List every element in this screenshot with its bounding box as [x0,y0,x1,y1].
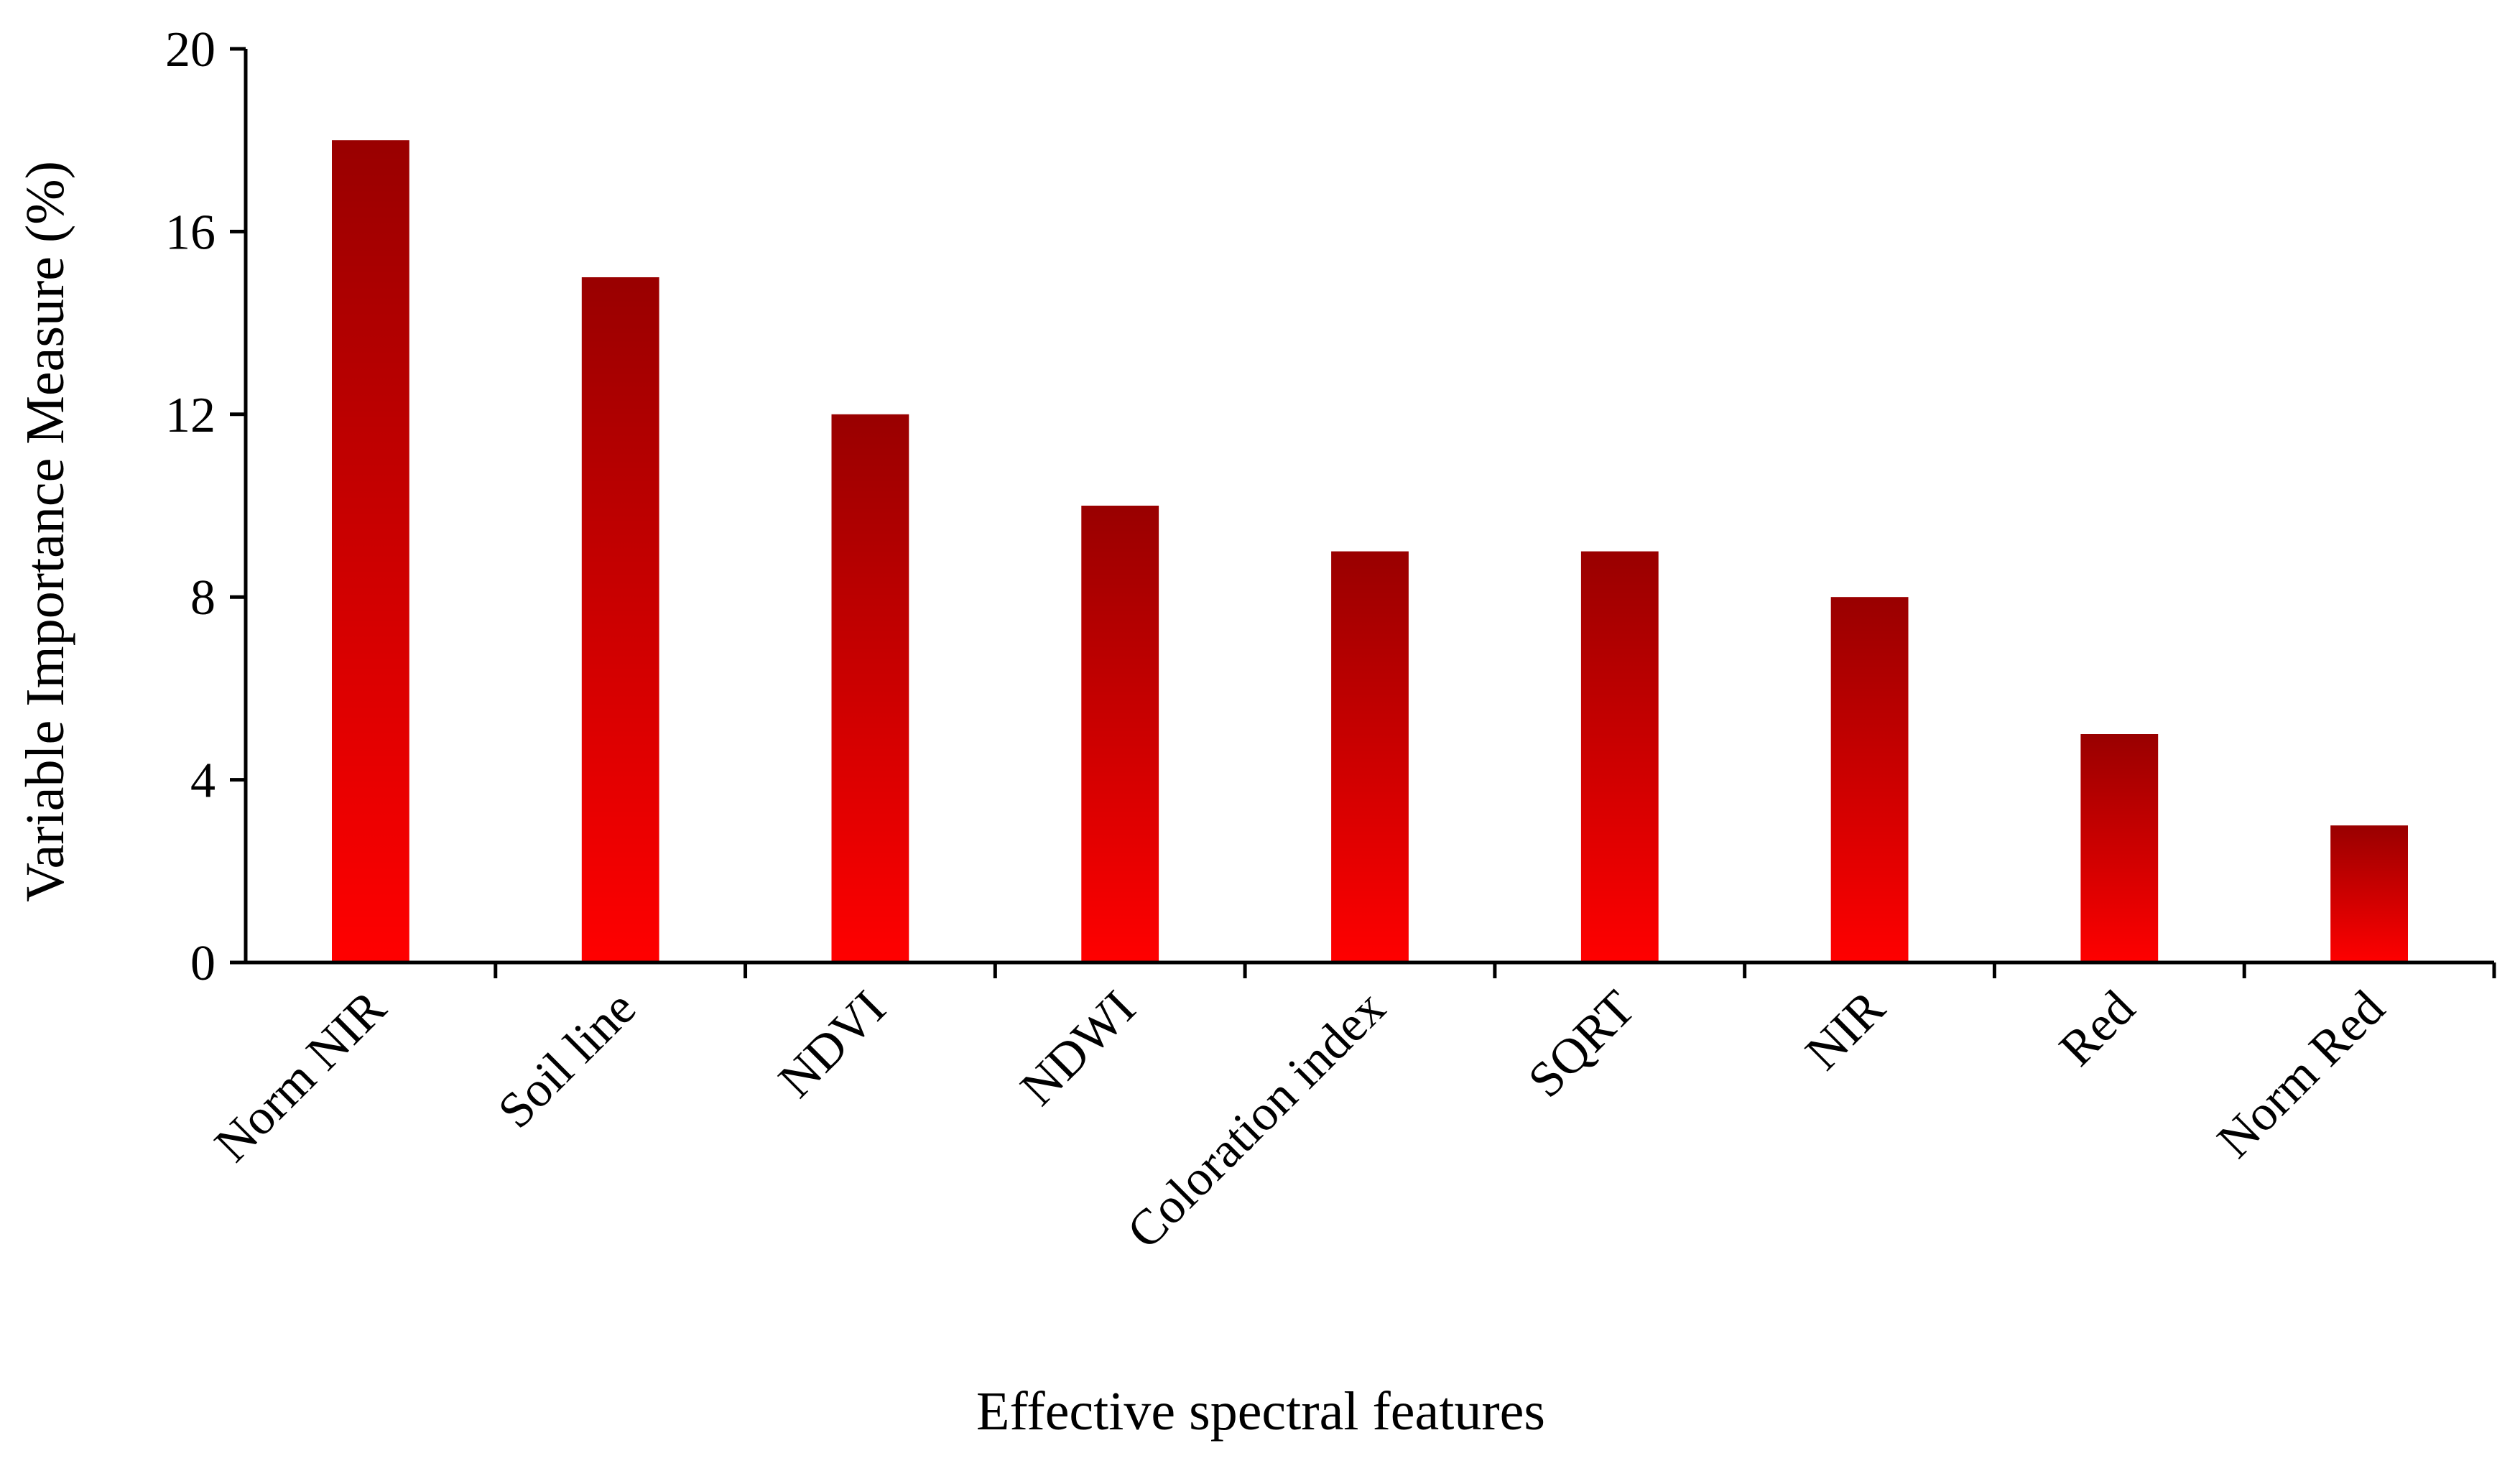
x-tick-label: NDWI [1010,980,1146,1116]
bar-coloration-index [1331,551,1409,962]
y-tick-label: 20 [165,22,216,78]
x-axis-title: Effective spectral features [976,1381,1545,1442]
y-tick-labels: 0 4 8 12 16 20 [165,22,216,991]
bar-ndvi [831,414,909,962]
x-tick-label: Coloration index [1117,980,1396,1260]
bar-nir [1830,597,1909,962]
axes-group [230,47,2496,978]
x-tick-label: NDVI [769,980,897,1108]
bar-ndwi [1081,506,1159,962]
bar-red [2080,734,2159,962]
x-tick-label: Norm Red [2207,980,2395,1169]
y-tick-label: 4 [190,753,216,809]
bar-soil-line [581,277,659,962]
y-tick-label: 12 [165,388,216,443]
y-tick-label: 8 [190,570,216,626]
x-tick-label: Red [2049,980,2145,1077]
bar-norm-nir [332,140,409,963]
bar-sqrt [1580,551,1659,962]
x-tick-label: SQRT [1518,980,1646,1108]
x-tick-label: Soil line [488,980,647,1139]
bars-group [332,140,2408,963]
y-tick-label: 16 [165,205,216,260]
x-tick-label: Norm NIR [205,980,397,1173]
y-tick-label: 0 [190,936,216,991]
x-tick-label: NIR [1795,980,1896,1081]
bar-norm-red [2330,825,2408,962]
y-axis-title: Variable Importance Measure (%) [15,161,75,902]
